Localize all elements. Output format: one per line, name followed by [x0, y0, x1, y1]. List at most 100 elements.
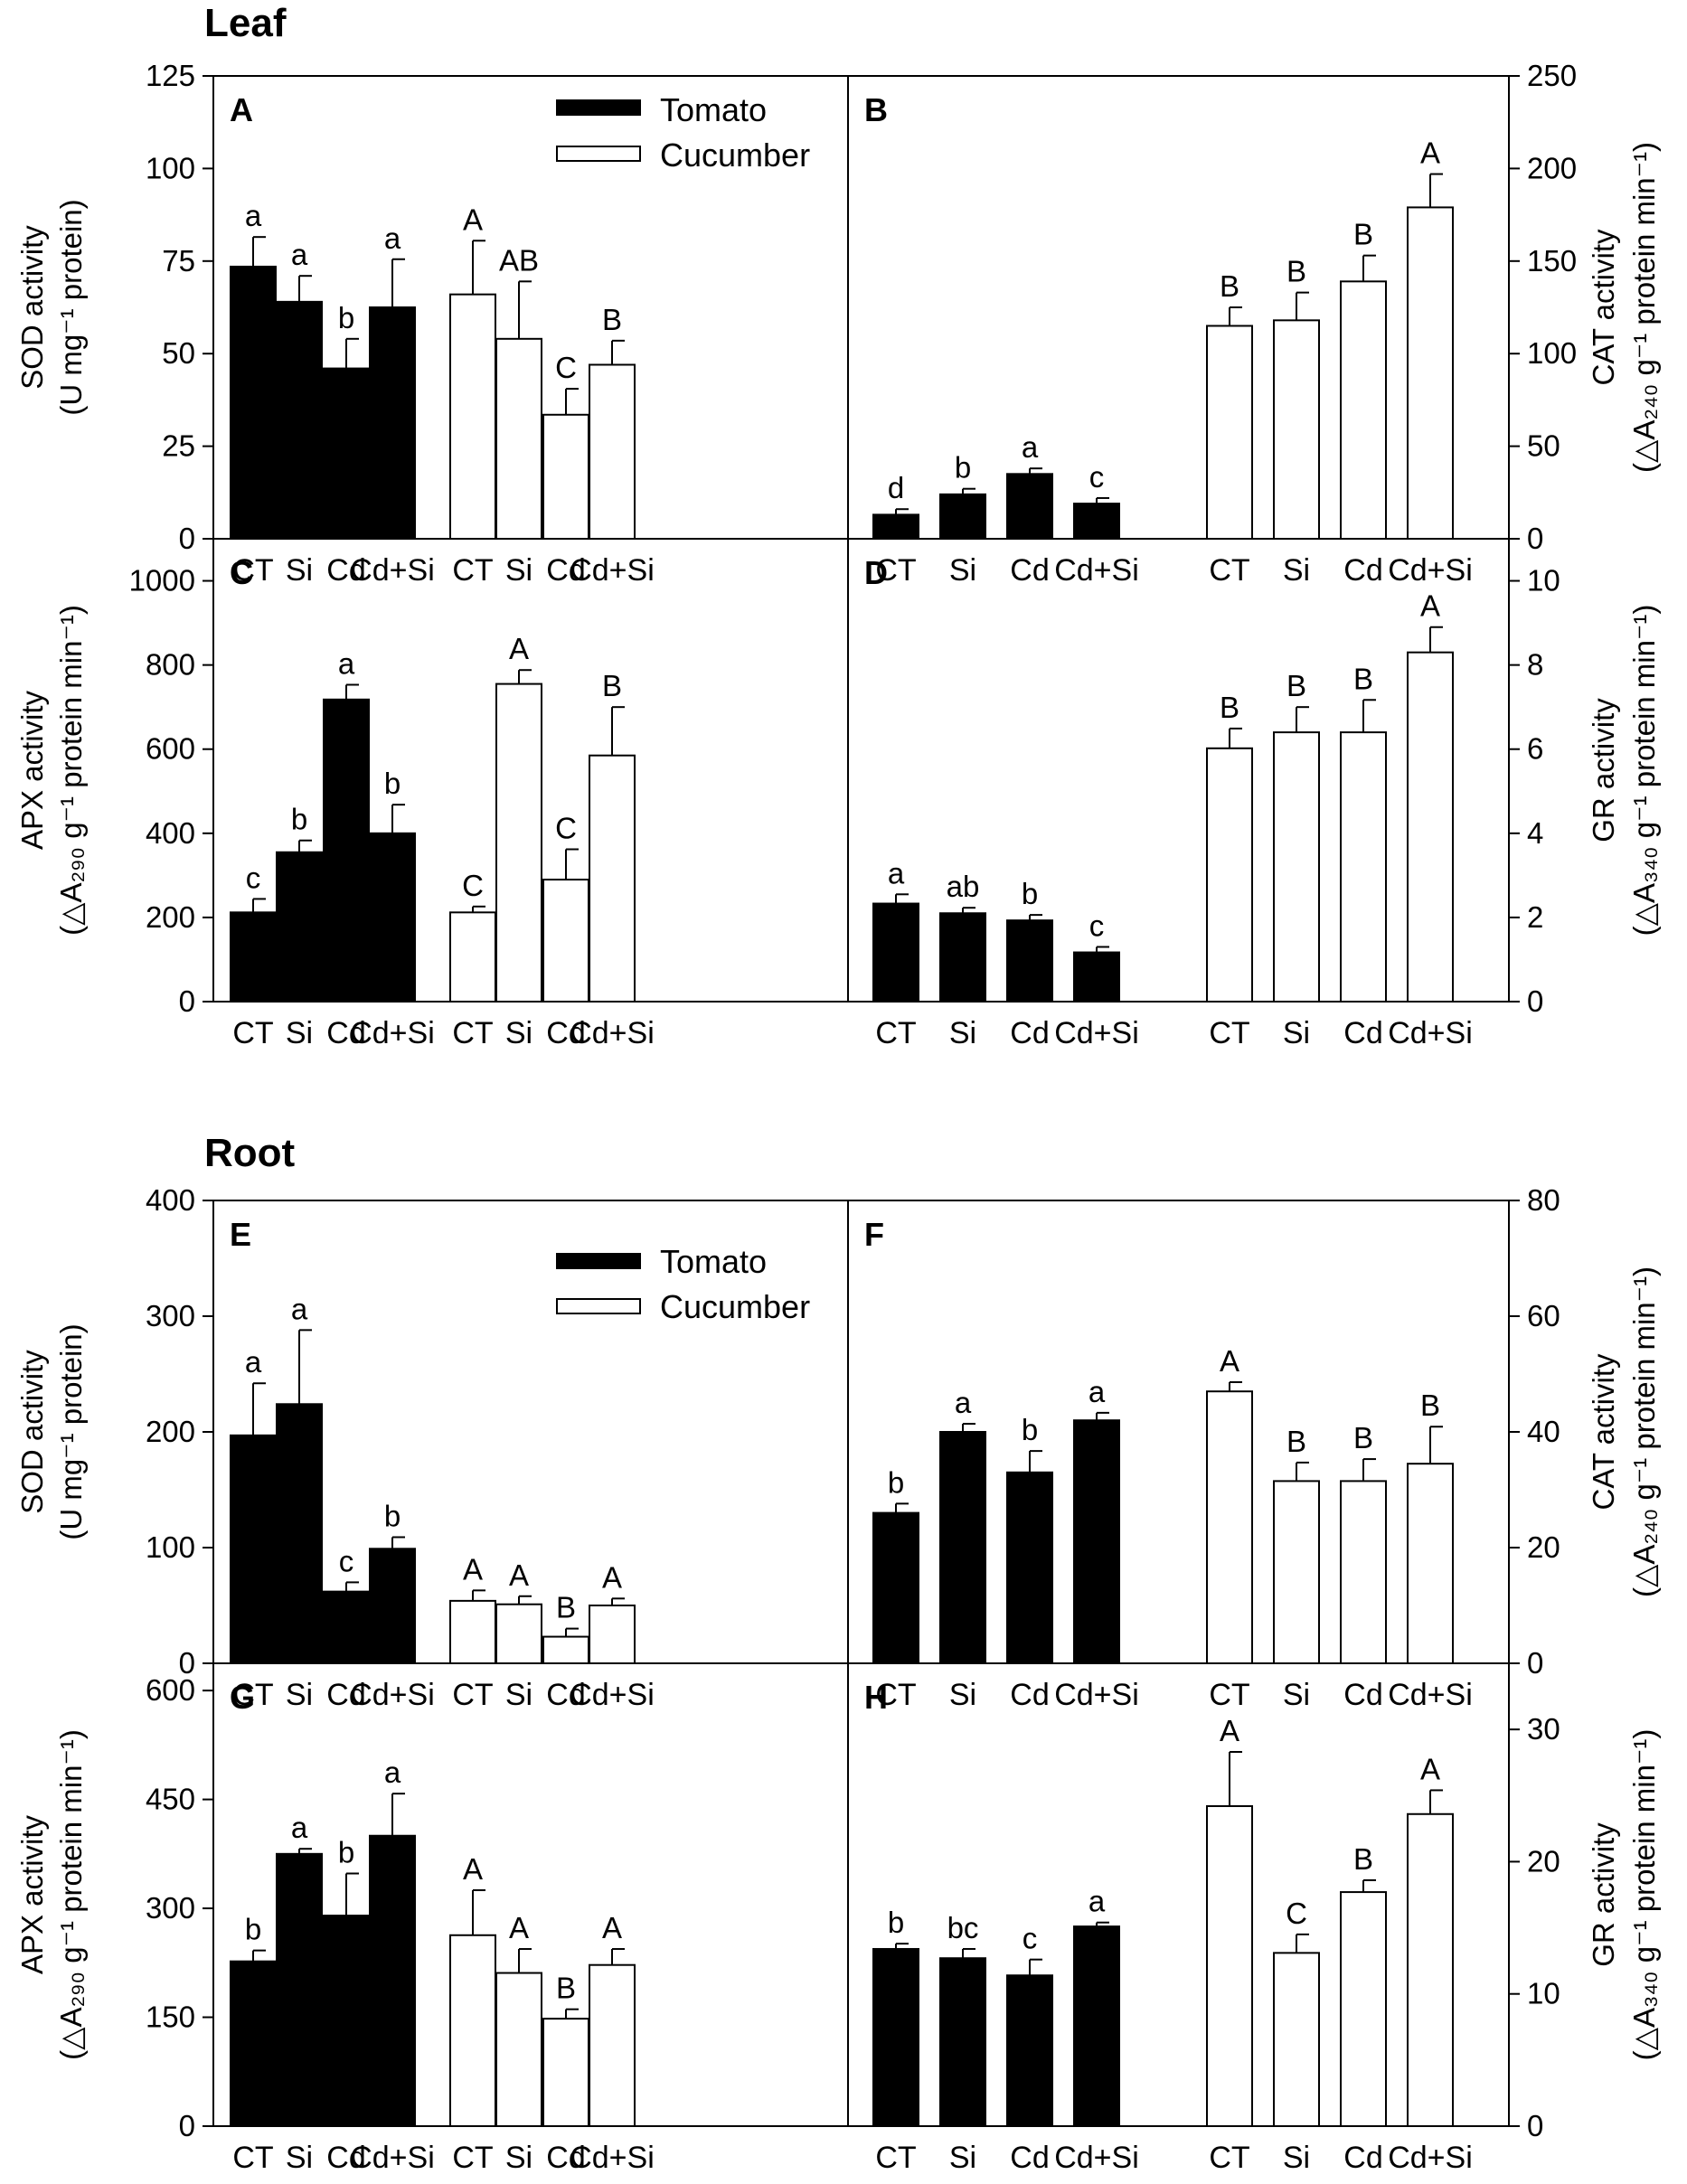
bar-cucumber-cd [542, 879, 589, 1003]
y-tick-label: 80 [1527, 1183, 1560, 1217]
panel-b: 0 50 100 150 200 250 CAT activity (△A₂₄₀ g⁻¹ pr… [847, 59, 1661, 588]
panel-f: 0 20 40 60 80 CAT activity (△A₂₄₀ g⁻¹ protein … [847, 1183, 1661, 1712]
y-tick-label: 100 [1527, 336, 1577, 370]
significance-letter: C [555, 351, 577, 384]
bar-cucumber-si [495, 337, 542, 541]
x-tick-label: Cd [1010, 553, 1049, 588]
x-tick-label: Cd+Si [350, 1678, 435, 1712]
bar-cucumber-cd [542, 1635, 589, 1665]
panel-e: 0 100 200 300 400 SOD activity (U mg⁻¹ protein… [15, 1183, 849, 1712]
significance-letter: A [463, 1852, 483, 1886]
panel-c: 0 200 400 600 800 1000 APX activity (△A₂₉₀ g⁻¹ … [15, 538, 849, 1050]
panel-h: 0 10 20 30 GR activity (△A₃₄₀ g⁻¹ protein min… [847, 1662, 1661, 2175]
y-tick-label: 4 [1527, 816, 1543, 850]
y-axis-units: (△A₂₉₀ g⁻¹ protein min⁻¹) [54, 605, 88, 936]
significance-letter: A [509, 1911, 529, 1944]
bar-tomato-si [276, 1403, 323, 1665]
legend-label-cucumber: Cucumber [660, 1288, 810, 1325]
significance-letter: b [384, 767, 401, 800]
bar-tomato-cd [323, 1590, 370, 1665]
y-axis-title: CAT activity [1587, 1353, 1620, 1510]
y-axis-title: GR activity [1587, 1822, 1620, 1967]
bar-tomato-cd [1006, 473, 1053, 541]
legend-leaf: Tomato Cucumber [556, 91, 810, 174]
bar-tomato-cd-si [369, 1548, 416, 1665]
bar-cucumber-ct [1206, 1390, 1253, 1664]
bar-tomato-ct [872, 1511, 919, 1664]
y-tick-label: 2 [1527, 900, 1543, 934]
bar-cucumber-ct [1206, 325, 1253, 541]
panel-letter: D [864, 554, 888, 591]
y-tick-label: 50 [162, 336, 195, 370]
significance-letter: B [1220, 691, 1239, 724]
y-axis-title: SOD activity [15, 225, 49, 390]
bar-tomato-cd-si [369, 306, 416, 540]
y-tick-label: 600 [146, 732, 195, 766]
significance-letter: b [291, 803, 307, 836]
x-tick-label: Cd [1010, 1678, 1049, 1712]
panel-letter: A [230, 91, 253, 128]
panel-frame [847, 538, 1510, 1003]
legend-label-cucumber: Cucumber [660, 136, 810, 174]
bar-tomato-cd-si [1073, 951, 1120, 1003]
x-tick-label: Cd+Si [570, 2141, 655, 2175]
bar-tomato-si [939, 1431, 986, 1664]
section-title-root: Root [204, 1131, 296, 1175]
y-tick-label: 300 [146, 1299, 195, 1332]
legend-root: Tomato Cucumber [556, 1243, 810, 1325]
significance-letter: C [1286, 1897, 1307, 1930]
x-tick-label: CT [452, 2141, 493, 2175]
legend-swatch-tomato [556, 1253, 641, 1269]
significance-letter: a [384, 1756, 401, 1789]
significance-letter: A [602, 1911, 622, 1944]
x-tick-label: Cd+Si [1388, 1016, 1473, 1050]
y-tick-label: 0 [1527, 1646, 1543, 1680]
bar-tomato-si [939, 912, 986, 1003]
x-tick-label: Cd+Si [1054, 553, 1139, 588]
significance-letter: b [338, 1836, 354, 1869]
bar-tomato-si [276, 300, 323, 540]
y-tick-label: 300 [146, 1891, 195, 1925]
significance-letter: B [1286, 1425, 1306, 1458]
y-axis-units: (U mg⁻¹ protein) [54, 199, 88, 415]
significance-letter: B [1353, 1421, 1373, 1454]
significance-letter: ab [947, 870, 980, 903]
bar-cucumber-si [495, 1603, 542, 1664]
x-tick-label: Cd [1010, 1016, 1049, 1050]
x-tick-label: Si [286, 1678, 313, 1712]
y-tick-label: 6 [1527, 732, 1543, 766]
bar-tomato-cd [1006, 1974, 1053, 2128]
x-tick-label: CT [452, 1016, 493, 1050]
y-tick-label: 150 [1527, 244, 1577, 278]
bar-cucumber-ct [1206, 747, 1253, 1003]
significance-letter: C [555, 812, 577, 845]
bar-tomato-cd [323, 1915, 370, 2127]
bar-cucumber-cd [1340, 1891, 1387, 2127]
bar-tomato-cd [323, 698, 370, 1003]
panel-letter: E [230, 1216, 251, 1253]
significance-letter: A [1420, 1752, 1440, 1785]
x-tick-label: Si [949, 1678, 976, 1712]
significance-letter: b [888, 1906, 904, 1939]
bar-tomato-cd-si [1073, 1419, 1120, 1664]
y-tick-label: 1000 [129, 564, 195, 598]
x-tick-label: Cd [546, 1016, 585, 1050]
significance-letter: B [1286, 669, 1306, 702]
y-tick-label: 0 [1527, 2109, 1543, 2142]
x-tick-label: Cd [326, 2141, 365, 2175]
x-tick-label: Cd [326, 553, 365, 588]
x-tick-label: Si [505, 1678, 532, 1712]
x-tick-label: Cd+Si [1054, 1016, 1139, 1050]
x-tick-label: Cd+Si [350, 1016, 435, 1050]
significance-letter: a [1022, 430, 1039, 464]
y-tick-label: 10 [1527, 1977, 1560, 2010]
y-tick-label: 0 [179, 984, 195, 1018]
x-tick-label: CT [232, 1678, 273, 1712]
x-tick-label: Cd+Si [570, 1016, 655, 1050]
significance-letter: b [888, 1465, 904, 1499]
x-tick-label: Cd+Si [1388, 2141, 1473, 2175]
significance-letter: a [1089, 1885, 1106, 1918]
x-tick-label: Si [505, 1016, 532, 1050]
panel-letter: B [864, 91, 888, 128]
x-tick-label: Si [505, 2141, 532, 2175]
